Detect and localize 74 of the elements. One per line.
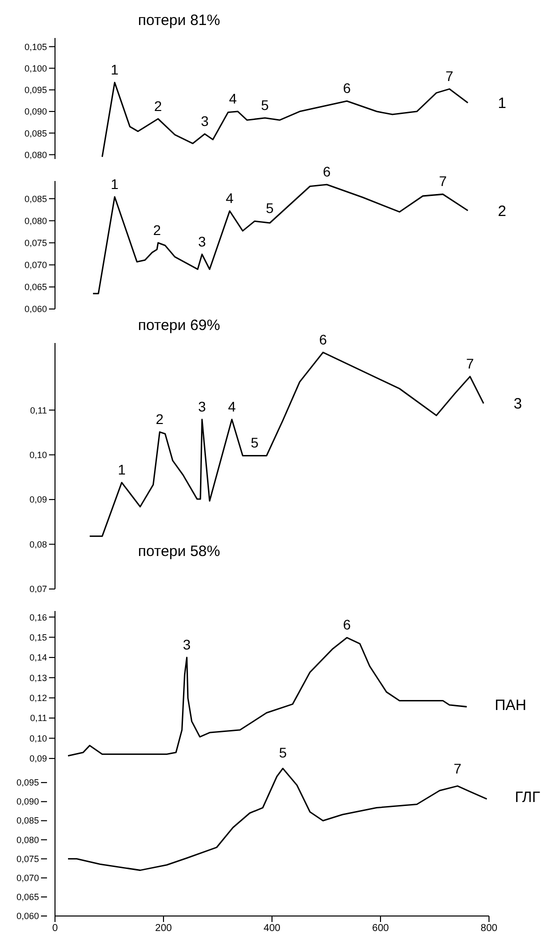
y-tick-label: 0,11 (30, 713, 47, 724)
y2-tick-label: 0,080 (16, 834, 39, 845)
y-tick-label: 0,14 (29, 652, 47, 663)
text: потери 69% (138, 317, 220, 334)
y2-tick-label: 0,075 (16, 854, 39, 864)
annotation: 5 (250, 434, 259, 451)
annotation: 1 (118, 462, 126, 478)
annotation: 5 (266, 200, 274, 216)
annotation: 3 (198, 398, 206, 414)
annotation: 2 (156, 411, 164, 428)
y2-tick-label: 0,085 (16, 816, 39, 826)
y2-tick-label: 0,060 (16, 911, 39, 921)
annotation: 6 (342, 616, 351, 633)
y-tick-label: 0,100 (24, 63, 47, 74)
annotation: 7 (466, 356, 474, 372)
y2-tick-label: 0,095 (16, 778, 39, 788)
annotation: 1 (110, 176, 119, 192)
y-tick-label: 0,090 (24, 106, 47, 117)
annotation: 1 (498, 95, 506, 112)
y-tick-label: 0,085 (24, 194, 47, 204)
y-tick-label: 0,13 (29, 672, 47, 683)
annotation: 3 (514, 396, 522, 413)
y-tick-label: 0,09 (29, 754, 47, 764)
y-tick-label: 0,07 (29, 584, 47, 594)
y-tick-label: 0,15 (29, 632, 47, 642)
line-series (89, 352, 484, 537)
y-tick-label: 0,075 (24, 238, 47, 248)
y-tick-label: 0,16 (29, 612, 47, 622)
line-series (67, 636, 468, 757)
annotation: 6 (322, 164, 331, 180)
y2-tick-label: 0,090 (16, 796, 39, 807)
annotation: 4 (229, 90, 238, 106)
annotation: 5 (261, 96, 270, 113)
annotation: 5 (278, 744, 287, 760)
x-tick-label: 200 (155, 923, 172, 934)
y-tick-label: 0,080 (24, 150, 47, 160)
annotation: 6 (342, 80, 351, 96)
annotation: 7 (446, 68, 454, 84)
y-tick-label: 0,070 (24, 260, 47, 270)
annotation: 6 (319, 331, 328, 348)
annotation: 1 (110, 62, 119, 78)
annotation: 3 (198, 233, 206, 250)
annotation: 2 (154, 98, 162, 114)
annotation: 4 (226, 190, 234, 206)
x-tick-label: 400 (264, 923, 281, 934)
series-label: ГЛГ (514, 788, 540, 806)
series-label: ПАН (494, 696, 526, 714)
annotation: 2 (153, 222, 162, 238)
text: потери 81% (138, 12, 220, 29)
y-tick-label: 0,10 (29, 450, 47, 460)
annotation: 7 (438, 173, 447, 190)
annotation: 3 (200, 112, 209, 129)
y2-tick-label: 0,065 (16, 892, 39, 902)
annotation: 2 (498, 202, 506, 220)
y-tick-label: 0,065 (24, 282, 47, 292)
y-tick-label: 0,085 (24, 128, 47, 138)
annotation: 4 (228, 398, 236, 414)
x-tick-label: 0 (52, 923, 58, 934)
y-tick-label: 0,12 (29, 693, 47, 704)
annotation: потери 58% (138, 543, 220, 560)
y-tick-label: 0,09 (29, 494, 47, 505)
annotation: 7 (454, 760, 462, 777)
y-tick-label: 0,11 (30, 405, 47, 416)
annotation: 3 (182, 636, 191, 652)
x-tick-label: 800 (480, 923, 498, 934)
line-series (101, 82, 469, 158)
x-tick-label: 600 (372, 923, 390, 934)
y2-tick-label: 0,070 (16, 872, 39, 883)
y-tick-label: 0,060 (24, 304, 47, 314)
y-tick-label: 0,08 (29, 539, 47, 550)
y-tick-label: 0,095 (24, 85, 47, 96)
y-tick-label: 0,105 (24, 42, 47, 52)
y-tick-label: 0,10 (29, 733, 47, 744)
y-tick-label: 0,080 (24, 216, 47, 226)
